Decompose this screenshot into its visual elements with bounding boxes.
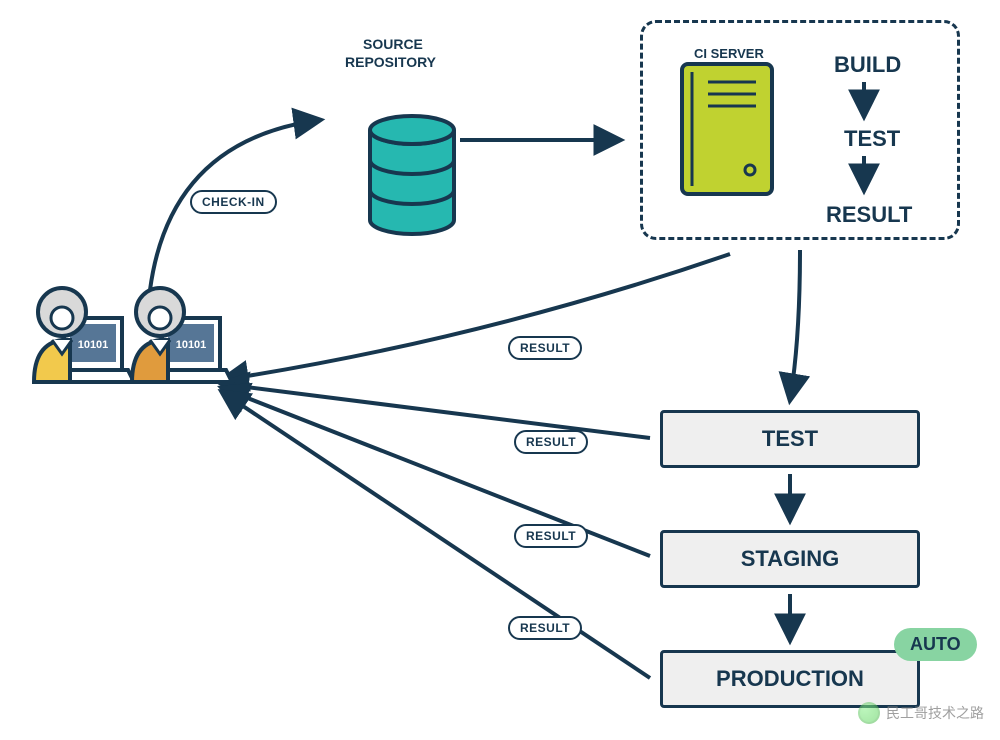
watermark-text: 民工哥技术之路 <box>886 703 984 723</box>
watermark: 民工哥技术之路 <box>858 702 984 724</box>
result1-pill: RESULT <box>508 336 582 360</box>
wechat-icon <box>858 702 880 724</box>
checkin-pill: CHECK-IN <box>190 190 277 214</box>
result2-pill: RESULT <box>514 430 588 454</box>
production-stage: PRODUCTION <box>660 650 920 708</box>
result4-pill: RESULT <box>508 616 582 640</box>
ci-build-label: BUILD <box>834 52 901 78</box>
diagram-canvas: 10101 10101 SOURCE REPOSITORY CI SERVER BUILD… <box>0 0 1000 740</box>
auto-badge: AUTO <box>894 628 977 661</box>
developer-icon: 10101 <box>132 288 232 382</box>
svg-text:10101: 10101 <box>176 339 207 351</box>
ci-result-label: RESULT <box>826 202 912 228</box>
result3-pill: RESULT <box>514 524 588 548</box>
ci-test-label: TEST <box>844 126 900 152</box>
svg-text:10101: 10101 <box>78 339 109 351</box>
source-label-2: REPOSITORY <box>345 54 436 70</box>
test-stage: TEST <box>660 410 920 468</box>
developer-icon: 10101 <box>34 288 134 382</box>
database-icon <box>370 116 454 234</box>
ci-server-label: CI SERVER <box>694 46 764 61</box>
staging-stage: STAGING <box>660 530 920 588</box>
source-label-1: SOURCE <box>363 36 423 52</box>
